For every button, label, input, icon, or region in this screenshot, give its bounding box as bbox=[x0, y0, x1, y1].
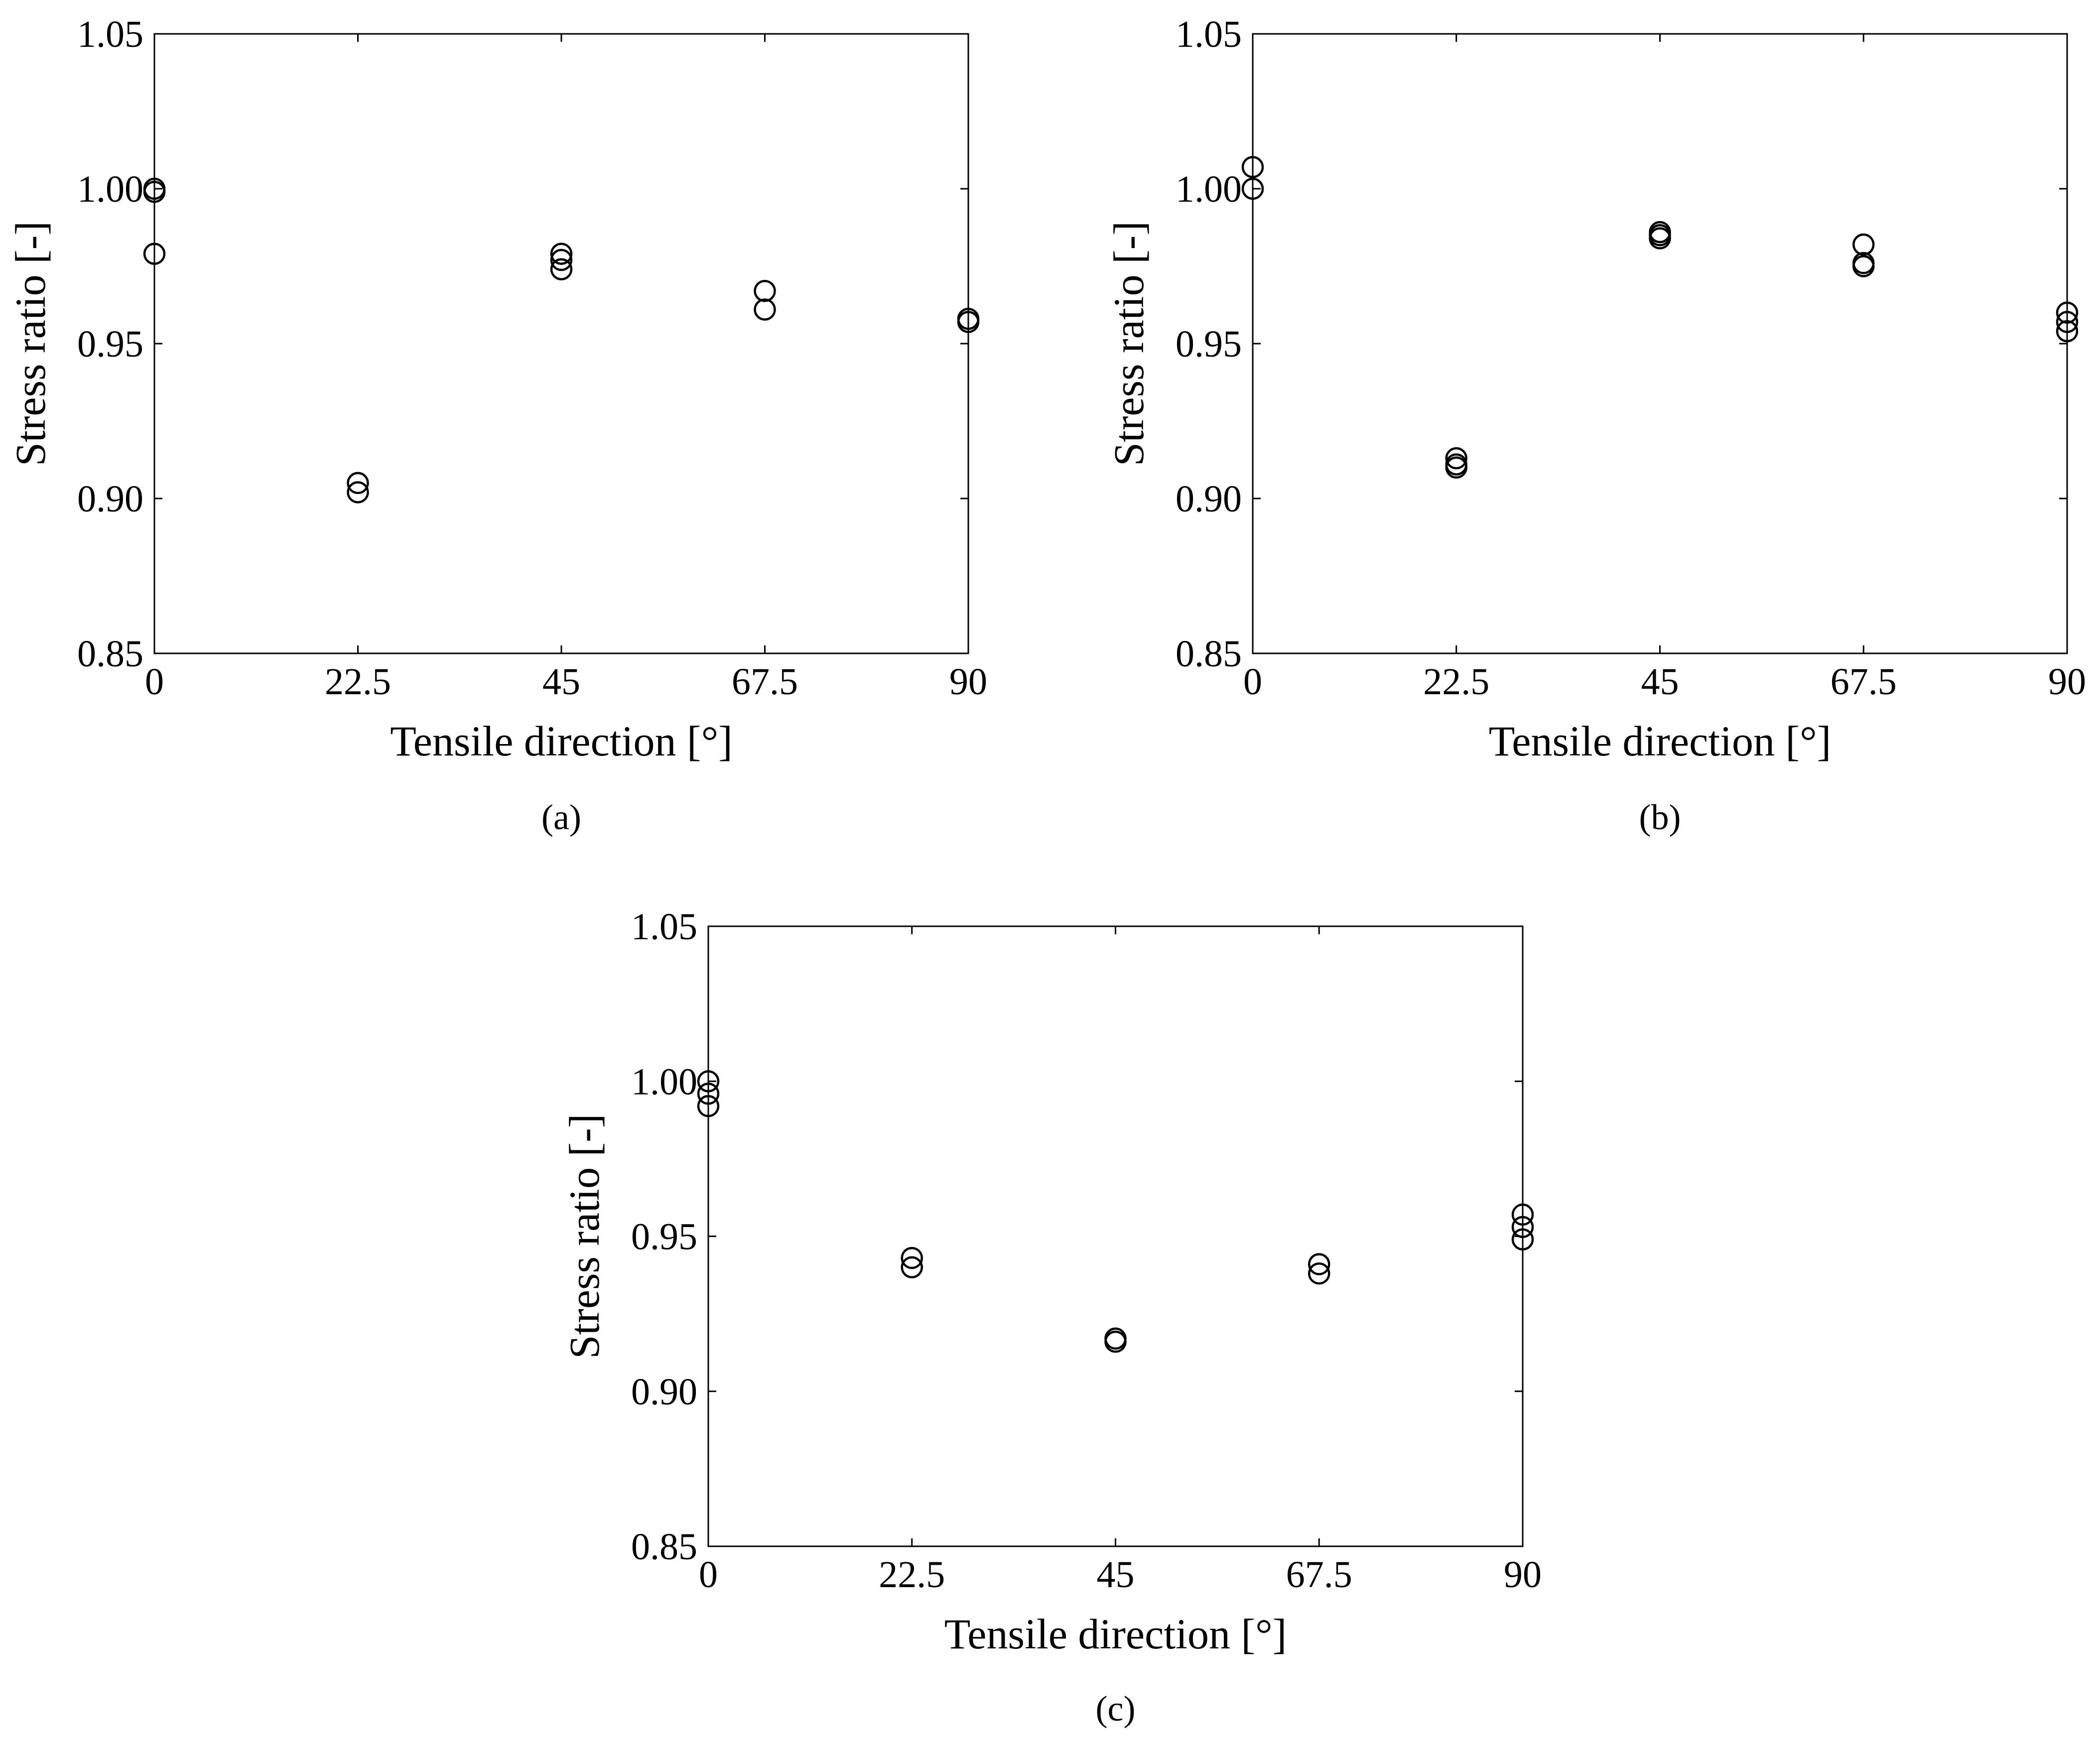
x-tick-label: 45 bbox=[1097, 1554, 1135, 1596]
axes-frame bbox=[153, 33, 969, 654]
data-point bbox=[1511, 1203, 1534, 1226]
data-point bbox=[1308, 1253, 1330, 1275]
data-point bbox=[347, 472, 369, 495]
data-point bbox=[1511, 1216, 1534, 1239]
data-point bbox=[697, 1070, 720, 1093]
y-tick-label: 0.90 bbox=[1176, 478, 1242, 520]
data-point bbox=[754, 298, 776, 321]
y-tick-label: 1.05 bbox=[77, 13, 143, 55]
y-tick-label: 0.85 bbox=[77, 633, 143, 675]
x-tick-label: 22.5 bbox=[879, 1554, 945, 1596]
x-tick-label: 45 bbox=[542, 661, 580, 703]
x-tick-label: 0 bbox=[699, 1554, 718, 1596]
data-point bbox=[754, 280, 776, 302]
data-point bbox=[1308, 1262, 1330, 1285]
y-tick-label: 0.95 bbox=[631, 1216, 697, 1258]
y-tick-label: 0.85 bbox=[1176, 633, 1242, 675]
data-point bbox=[143, 180, 166, 203]
axes-frame bbox=[1252, 33, 2068, 654]
x-tick-label: 67.5 bbox=[1831, 661, 1897, 703]
chart-panel-c: 0 22.5 45 67.5 90 0.85 0.90 0.95 1.00 1.05 Tensile… bbox=[560, 906, 1542, 1729]
data-point bbox=[697, 1095, 720, 1118]
y-tick-label: 1.05 bbox=[631, 906, 697, 948]
data-point bbox=[1241, 156, 1264, 178]
y-axis-label: Stress ratio [-] bbox=[6, 221, 54, 466]
y-tick-label: 1.05 bbox=[1176, 13, 1242, 55]
y-tick-label: 1.00 bbox=[631, 1061, 697, 1103]
x-axis-label: Tensile direction [°] bbox=[944, 1610, 1287, 1658]
y-axis-label: Stress ratio [-] bbox=[1105, 221, 1153, 466]
data-point bbox=[1511, 1228, 1534, 1250]
panel-label: (c) bbox=[1096, 1689, 1136, 1729]
data-point bbox=[550, 258, 573, 280]
data-point bbox=[1852, 255, 1875, 277]
x-axis-label: Tensile direction [°] bbox=[390, 717, 732, 765]
panel-label: (b) bbox=[1639, 797, 1681, 837]
x-tick-label: 90 bbox=[949, 661, 987, 703]
x-tick-label: 45 bbox=[1641, 661, 1679, 703]
y-tick-label: 0.95 bbox=[1176, 323, 1242, 365]
x-tick-label: 67.5 bbox=[1286, 1554, 1352, 1596]
x-tick-label: 22.5 bbox=[325, 661, 391, 703]
y-tick-label: 0.95 bbox=[77, 323, 143, 365]
data-point bbox=[2056, 311, 2079, 333]
panel-label: (a) bbox=[541, 797, 581, 837]
data-point bbox=[957, 311, 980, 333]
data-point bbox=[1241, 177, 1264, 200]
data-point bbox=[1445, 456, 1467, 479]
x-tick-label: 0 bbox=[145, 661, 164, 703]
y-axis-label: Stress ratio [-] bbox=[560, 1114, 608, 1359]
x-tick-label: 90 bbox=[1504, 1554, 1542, 1596]
y-tick-label: 0.90 bbox=[631, 1371, 697, 1413]
data-point bbox=[901, 1247, 923, 1269]
axes-frame bbox=[707, 925, 1524, 1547]
x-tick-label: 0 bbox=[1243, 661, 1262, 703]
y-tick-label: 1.00 bbox=[77, 168, 143, 210]
data-point bbox=[1445, 447, 1467, 470]
data-point bbox=[550, 249, 573, 271]
x-axis-label: Tensile direction [°] bbox=[1489, 717, 1831, 765]
chart-panel-b: 0 22.5 45 67.5 90 0.85 0.90 0.95 1.00 1.05 Tensile… bbox=[1105, 13, 2086, 837]
y-tick-label: 1.00 bbox=[1176, 168, 1242, 210]
data-point bbox=[347, 481, 369, 503]
x-tick-label: 90 bbox=[2048, 661, 2086, 703]
data-point bbox=[550, 243, 573, 265]
data-point bbox=[1649, 227, 1671, 250]
x-tick-label: 22.5 bbox=[1423, 661, 1489, 703]
y-tick-label: 0.90 bbox=[77, 478, 143, 520]
chart-panel-a: 0 22.5 45 67.5 90 0.85 0.90 0.95 1.00 1.05 Tensile… bbox=[6, 13, 987, 837]
data-point bbox=[697, 1082, 720, 1105]
data-point bbox=[2056, 301, 2079, 324]
x-tick-label: 67.5 bbox=[732, 661, 798, 703]
data-point bbox=[901, 1256, 923, 1278]
data-point bbox=[1104, 1330, 1127, 1353]
data-point bbox=[2056, 320, 2079, 343]
y-tick-label: 0.85 bbox=[631, 1526, 697, 1568]
data-point bbox=[1852, 233, 1875, 256]
data-point bbox=[143, 243, 166, 265]
